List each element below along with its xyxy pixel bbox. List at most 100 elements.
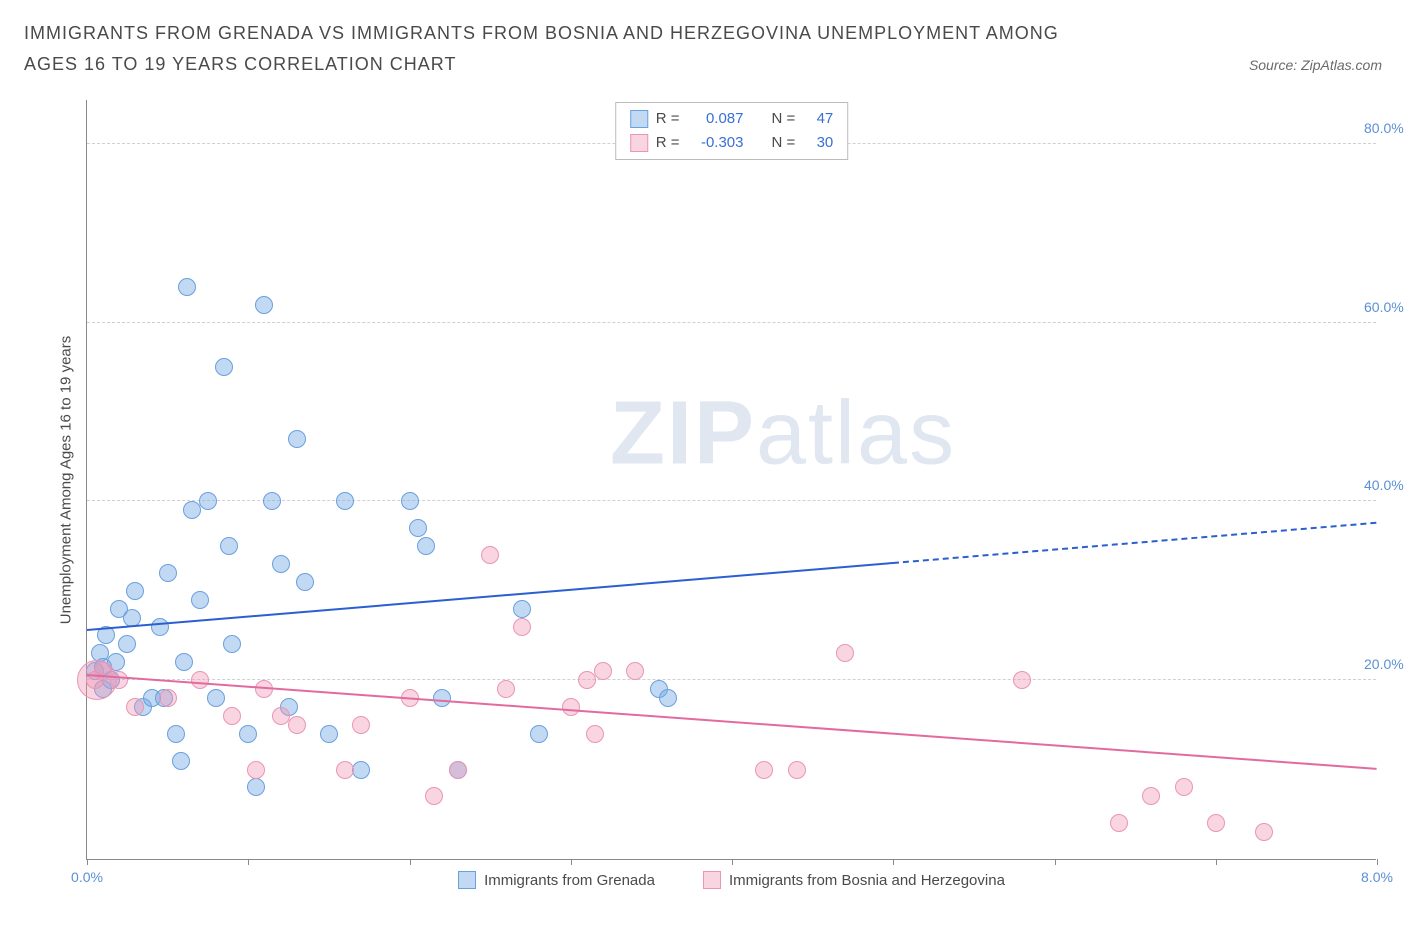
chart-source: Source: ZipAtlas.com <box>1249 57 1382 79</box>
n-label: N = <box>772 131 796 155</box>
scatter-point <box>352 716 370 734</box>
r-value-bosnia: -0.303 <box>688 131 744 155</box>
chart-area: Unemployment Among Ages 16 to 19 years Z… <box>56 100 1376 860</box>
series-1-label: Immigrants from Bosnia and Herzegovina <box>729 872 1005 889</box>
x-tick <box>1216 859 1217 865</box>
scatter-point <box>1110 814 1128 832</box>
scatter-point <box>513 600 531 618</box>
scatter-point <box>836 644 854 662</box>
scatter-point <box>183 501 201 519</box>
scatter-point <box>626 662 644 680</box>
n-value-grenada: 47 <box>803 107 833 131</box>
scatter-point <box>449 761 467 779</box>
scatter-point <box>172 752 190 770</box>
x-tick-label: 0.0% <box>71 869 103 885</box>
y-tick-label: 60.0% <box>1364 299 1406 315</box>
scatter-point <box>263 492 281 510</box>
scatter-point <box>199 492 217 510</box>
scatter-point <box>513 618 531 636</box>
scatter-point <box>207 689 225 707</box>
scatter-point <box>788 761 806 779</box>
scatter-point <box>223 635 241 653</box>
scatter-point <box>401 492 419 510</box>
legend-stats-row-0: R = 0.087 N = 47 <box>630 107 834 131</box>
scatter-point <box>159 564 177 582</box>
scatter-point <box>481 546 499 564</box>
scatter-point <box>1013 671 1031 689</box>
x-tick <box>87 859 88 865</box>
scatter-point <box>255 296 273 314</box>
scatter-point <box>320 725 338 743</box>
chart-header: IMMIGRANTS FROM GRENADA VS IMMIGRANTS FR… <box>0 0 1406 87</box>
x-tick <box>1055 859 1056 865</box>
x-tick <box>248 859 249 865</box>
x-tick <box>732 859 733 865</box>
legend-stats-row-1: R = -0.303 N = 30 <box>630 131 834 155</box>
y-axis-title: Unemployment Among Ages 16 to 19 years <box>58 336 75 625</box>
series-0-swatch <box>458 871 476 889</box>
watermark-bold: ZIP <box>610 383 756 483</box>
scatter-point <box>247 778 265 796</box>
trend-line-dash <box>893 522 1377 564</box>
scatter-point <box>352 761 370 779</box>
legend-item-bosnia: Immigrants from Bosnia and Herzegovina <box>703 871 1005 889</box>
scatter-point <box>191 671 209 689</box>
n-value-bosnia: 30 <box>803 131 833 155</box>
scatter-point <box>288 716 306 734</box>
x-tick <box>1377 859 1378 865</box>
scatter-point <box>296 573 314 591</box>
scatter-point <box>755 761 773 779</box>
scatter-point <box>425 787 443 805</box>
scatter-point <box>433 689 451 707</box>
legend-stats-box: R = 0.087 N = 47 R = -0.303 N = 30 <box>615 102 849 160</box>
watermark-light: atlas <box>756 383 956 483</box>
x-tick-label: 8.0% <box>1361 869 1393 885</box>
r-label: R = <box>656 107 680 131</box>
scatter-point <box>336 492 354 510</box>
scatter-point <box>594 662 612 680</box>
scatter-point <box>409 519 427 537</box>
scatter-point <box>578 671 596 689</box>
x-tick <box>893 859 894 865</box>
scatter-point <box>239 725 257 743</box>
scatter-point <box>586 725 604 743</box>
scatter-point <box>159 689 177 707</box>
watermark: ZIPatlas <box>610 382 956 485</box>
x-tick <box>571 859 572 865</box>
scatter-point <box>288 430 306 448</box>
scatter-point <box>1207 814 1225 832</box>
legend-series: Immigrants from Grenada Immigrants from … <box>87 871 1376 889</box>
n-label: N = <box>772 107 796 131</box>
scatter-point <box>175 653 193 671</box>
series-0-swatch <box>630 110 648 128</box>
scatter-point <box>1255 823 1273 841</box>
scatter-point <box>1142 787 1160 805</box>
scatter-point <box>336 761 354 779</box>
scatter-point <box>562 698 580 716</box>
legend-item-grenada: Immigrants from Grenada <box>458 871 655 889</box>
scatter-point <box>178 278 196 296</box>
scatter-point <box>215 358 233 376</box>
scatter-point <box>530 725 548 743</box>
scatter-point <box>659 689 677 707</box>
chart-title: IMMIGRANTS FROM GRENADA VS IMMIGRANTS FR… <box>24 18 1074 79</box>
scatter-point <box>110 671 128 689</box>
series-1-swatch <box>703 871 721 889</box>
scatter-point <box>223 707 241 725</box>
scatter-plot: ZIPatlas R = 0.087 N = 47 R = -0.303 N =… <box>86 100 1376 860</box>
scatter-point <box>126 698 144 716</box>
scatter-point <box>191 591 209 609</box>
scatter-point <box>151 618 169 636</box>
gridline <box>87 679 1376 680</box>
scatter-point <box>167 725 185 743</box>
scatter-point <box>118 635 136 653</box>
scatter-point <box>220 537 238 555</box>
scatter-point <box>497 680 515 698</box>
scatter-point <box>1175 778 1193 796</box>
r-value-grenada: 0.087 <box>688 107 744 131</box>
y-tick-label: 80.0% <box>1364 120 1406 136</box>
gridline <box>87 322 1376 323</box>
scatter-point <box>247 761 265 779</box>
y-tick-label: 20.0% <box>1364 656 1406 672</box>
r-label: R = <box>656 131 680 155</box>
